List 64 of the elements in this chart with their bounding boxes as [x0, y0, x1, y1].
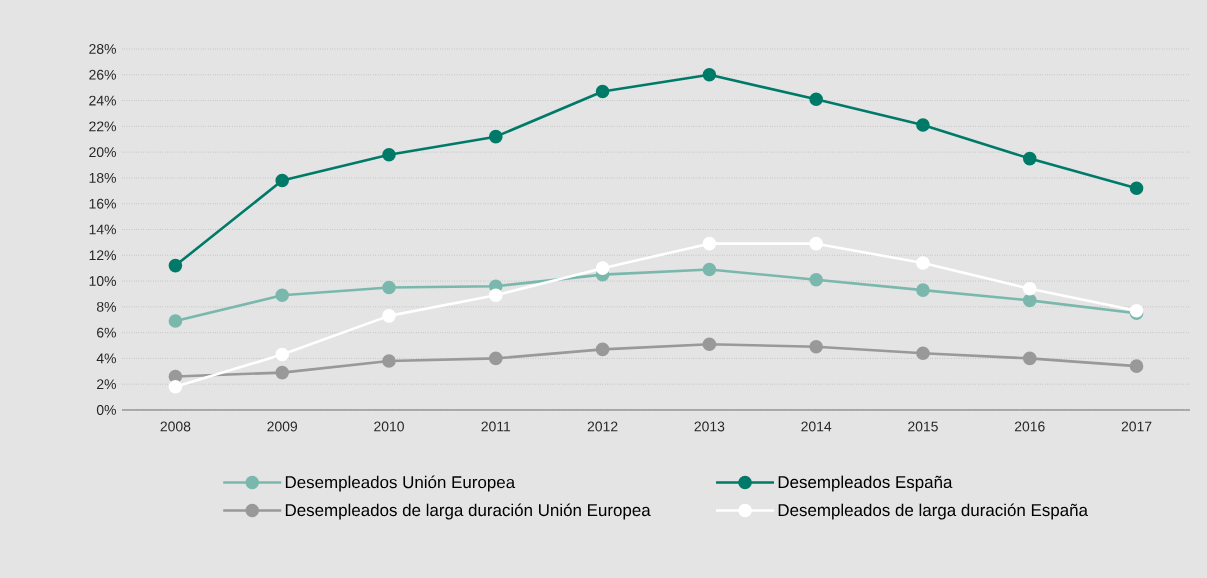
point — [809, 340, 823, 354]
point — [168, 314, 183, 328]
point — [916, 346, 930, 361]
point — [702, 236, 717, 251]
y-tick-label: 4% — [96, 353, 116, 364]
point — [488, 351, 503, 366]
point — [168, 258, 183, 273]
point — [595, 342, 610, 357]
point — [488, 129, 503, 144]
y-tick-label: 0% — [96, 405, 116, 415]
x-tick-label: 2011 — [481, 421, 511, 432]
point — [382, 147, 396, 162]
point — [595, 84, 610, 99]
y-tick-label: 20% — [89, 147, 116, 158]
point — [595, 261, 610, 275]
point — [916, 256, 930, 270]
legend-label: Desempleados de larga duración Unión Europea — [285, 503, 651, 520]
y-tick-label: 10% — [89, 276, 116, 286]
point — [702, 67, 717, 82]
point — [809, 272, 823, 287]
y-tick-label: 28% — [89, 44, 116, 54]
point — [702, 262, 717, 277]
point — [1022, 351, 1037, 366]
point — [702, 337, 717, 352]
point — [275, 347, 289, 362]
point — [382, 280, 396, 295]
x-tick-label: 2017 — [1121, 421, 1152, 432]
point — [916, 118, 930, 132]
point — [1022, 151, 1037, 166]
point — [1022, 293, 1037, 308]
y-tick-label: 22% — [89, 121, 116, 132]
x-tick-label: 2014 — [801, 421, 832, 432]
y-tick-label: 6% — [97, 327, 116, 338]
legend-label: Desempleados de larga duración España — [778, 503, 1088, 520]
y-tick-label: 2% — [97, 379, 116, 390]
point — [382, 309, 396, 323]
y-tick-label: 14% — [89, 224, 116, 235]
x-tick-label: 2010 — [374, 421, 404, 432]
point — [275, 365, 289, 380]
y-tick-label: 12% — [89, 250, 116, 261]
point — [916, 283, 930, 297]
point — [168, 379, 183, 394]
point — [275, 173, 289, 188]
point — [1022, 281, 1037, 296]
point — [1129, 181, 1144, 196]
point — [382, 354, 396, 368]
x-tick-label: 2015 — [908, 421, 938, 432]
y-tick-label: 26% — [89, 69, 116, 80]
y-tick-label: 16% — [89, 198, 116, 209]
x-tick-label: 2013 — [694, 421, 725, 432]
x-tick-label: 2009 — [267, 421, 298, 432]
x-tick-label: 2012 — [587, 421, 618, 432]
point — [275, 288, 289, 303]
point — [809, 236, 823, 251]
legend-label: Desempleados Unión Europea — [285, 475, 516, 492]
y-tick-label: 8% — [96, 301, 116, 312]
y-tick-label: 18% — [89, 172, 116, 183]
point — [1129, 359, 1144, 373]
point — [809, 92, 823, 107]
legend-label: Desempleados España — [778, 475, 953, 492]
y-tick-label: 24% — [89, 95, 116, 106]
x-tick-label: 2016 — [1014, 421, 1045, 432]
point — [488, 288, 503, 303]
x-tick-label: 2008 — [160, 421, 191, 432]
